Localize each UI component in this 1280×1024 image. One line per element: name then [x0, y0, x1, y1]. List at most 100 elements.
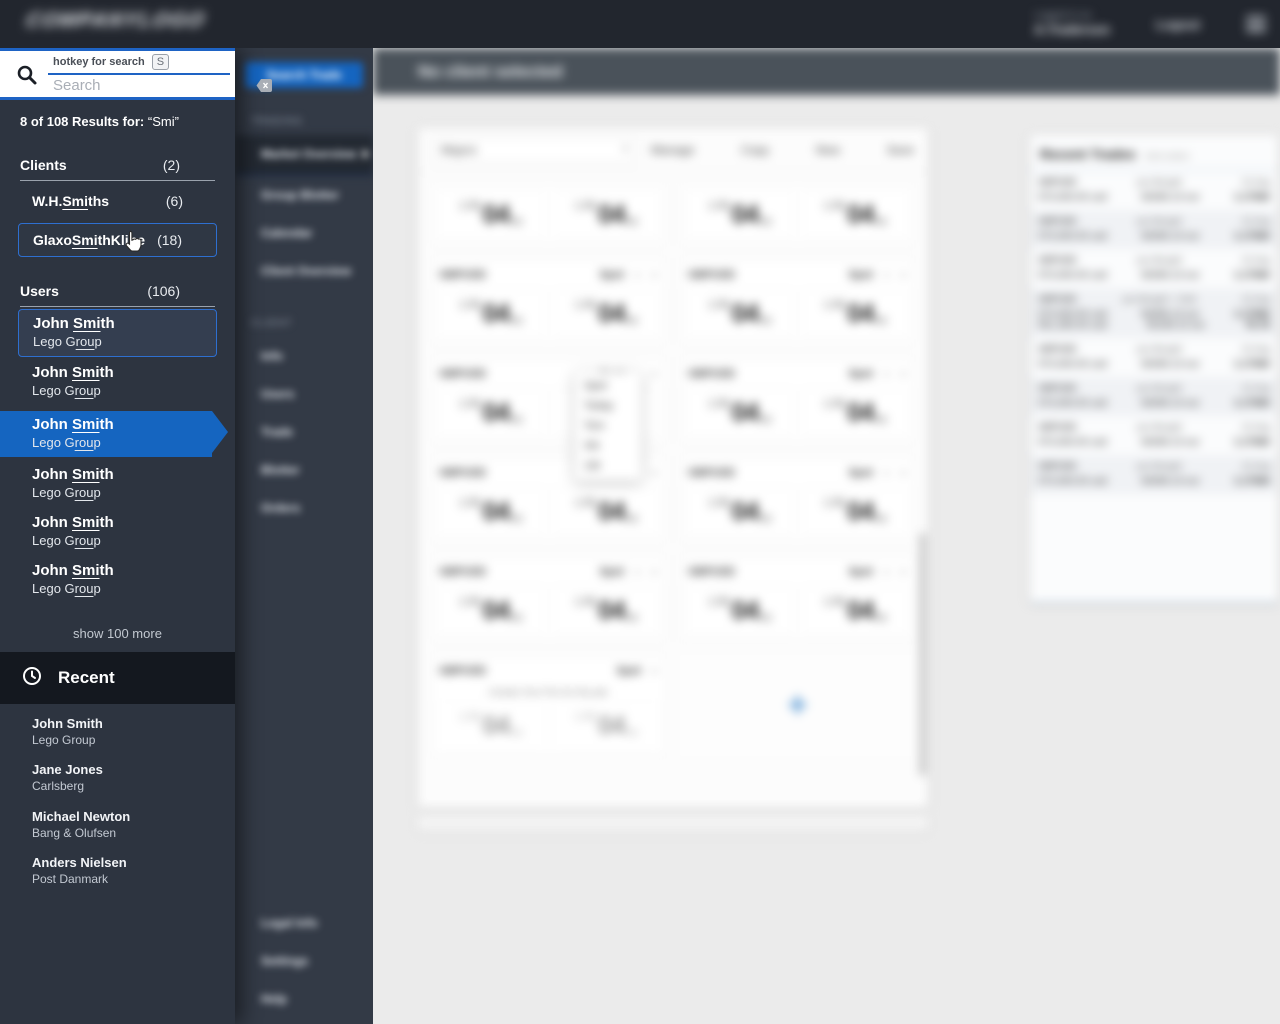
expand-icon[interactable]: + [882, 466, 890, 480]
sell-quote-button[interactable]: 1.56 04 56 [437, 289, 545, 337]
tenor-select[interactable]: Spot [616, 665, 641, 677]
close-icon[interactable]: × [899, 466, 907, 480]
sell-quote-button[interactable]: 1.56 04 56 [686, 487, 794, 535]
tenor-select[interactable]: Spot [848, 269, 873, 281]
sell-quote-button[interactable]: 1.56 04 56 [437, 388, 545, 436]
nav-item-legal-info[interactable]: Legal Info [261, 916, 318, 930]
manage-link[interactable]: Manage [651, 142, 695, 157]
nav-item-orders[interactable]: Orders [261, 501, 301, 515]
sell-quote-button[interactable]: 1.56 04 56 [437, 586, 545, 634]
nav-item-help[interactable]: Help [261, 992, 288, 1006]
user-result[interactable]: John Smith Lego Group [0, 359, 235, 405]
close-icon[interactable]: × [650, 367, 658, 381]
expand-icon[interactable]: + [633, 565, 641, 579]
price-suffix: 56 [511, 316, 523, 327]
user-result[interactable]: John Smith Lego Group [18, 308, 217, 357]
tenor-select[interactable]: Spot [848, 566, 873, 578]
close-icon[interactable]: × [650, 466, 658, 480]
nav-item-calendar[interactable]: Calendar [261, 226, 313, 240]
sell-quote-button[interactable]: 1.56 04 56 [686, 190, 794, 238]
tenor-select[interactable]: Spot [848, 467, 873, 479]
scrollbar-thumb[interactable] [920, 533, 925, 776]
recent-item[interactable]: Jane Jones Carlsberg [0, 750, 235, 796]
hamburger-menu-icon[interactable] [1246, 16, 1266, 32]
expand-icon[interactable]: + [882, 268, 890, 282]
user-result[interactable]: John Smith Lego Group [0, 509, 235, 555]
nav-item-trade[interactable]: Trade [261, 425, 294, 439]
sell-quote-button[interactable]: 1.56 04 56 [686, 586, 794, 634]
expand-icon[interactable]: + [633, 268, 641, 282]
save-button[interactable]: Save [886, 142, 915, 157]
copy-button[interactable]: Copy [741, 142, 770, 157]
new-button[interactable]: New [815, 142, 840, 157]
trade-pair: GBPUSD [1038, 461, 1077, 471]
watchlist-select[interactable]: Majors ▾ [432, 136, 637, 163]
nav-item-settings[interactable]: Settings [261, 954, 309, 968]
add-tile-button[interactable]: + [679, 655, 916, 756]
user-company-pre: Lego G [32, 532, 75, 548]
close-icon[interactable]: × [650, 268, 658, 282]
show-more-link[interactable]: show 100 more [73, 626, 162, 641]
nav-item-market-overview[interactable]: Market Overview [235, 135, 373, 176]
close-icon[interactable]: × [650, 565, 658, 579]
sell-quote-button[interactable]: 1.56 04 56 [686, 289, 794, 337]
nav-item-users[interactable]: Users [261, 387, 295, 401]
expand-icon[interactable]: + [882, 367, 890, 381]
nav-item-group-blotter[interactable]: Group Blotter [261, 188, 339, 202]
user-result-selected[interactable]: John Smith Lego Group [0, 410, 228, 457]
user-result[interactable]: John Smith Lego Group [0, 461, 235, 507]
trade-row: GBPUSD you Bought 21 Aug 570,000.00 usd 560… [1030, 338, 1278, 377]
tenor-option[interactable]: Today [584, 400, 614, 412]
recent-item[interactable]: Anders Nielsen Post Danmark [0, 843, 235, 889]
nav-section-label-trading: TRADING [251, 116, 303, 127]
close-icon[interactable]: × [650, 664, 658, 678]
recent-item[interactable]: John Smith Lego Group [0, 704, 235, 750]
tenor-option[interactable]: Spot [584, 380, 607, 392]
clear-search-icon[interactable] [256, 77, 273, 94]
tenor-option[interactable]: Tom [584, 420, 605, 432]
sell-quote-button[interactable]: 1.56 04 56 [437, 190, 545, 238]
nav-item-client-overview[interactable]: Client Overview [261, 264, 352, 278]
logged-in-user: Logged in as A.Traderson [1034, 10, 1110, 39]
currency-pair-label: GBPUSD [688, 467, 736, 479]
tenor-option[interactable]: SN [584, 440, 600, 452]
logout-button[interactable]: Logout [1155, 16, 1200, 32]
price-prefix: 1.56 [459, 398, 481, 410]
tenor-option[interactable]: 1W [584, 460, 601, 472]
price-big: 04 [482, 396, 510, 427]
nav-item-info[interactable]: Info [261, 349, 283, 363]
close-icon[interactable]: × [899, 367, 907, 381]
tenor-select[interactable]: Spot [599, 566, 624, 578]
expand-icon[interactable]: + [882, 565, 890, 579]
close-icon[interactable]: × [899, 268, 907, 282]
recent-item[interactable]: Michael Newton Bang & Olufsen [0, 797, 235, 843]
tenor-select[interactable]: Spot [848, 368, 873, 380]
sell-quote-button[interactable]: 1.56 04 56 [686, 388, 794, 436]
trade-amount: 570,000.00 usd [1038, 192, 1107, 203]
trade-amount: 56089.10 eur [1140, 309, 1200, 320]
recent-trades-panel: Recent Trades limit orders GBPUSD you Bou… [1030, 135, 1278, 603]
close-icon[interactable]: × [899, 565, 907, 579]
sell-quote-button[interactable]: 1.56 04 56 [437, 487, 545, 535]
price-prefix: 1.56 [823, 398, 845, 410]
watchlist-footer [418, 815, 928, 831]
client-result-glaxosmithkline[interactable]: GlaxoSmithKline (18) [18, 222, 217, 257]
nav-item-blotter[interactable]: Blotter [261, 463, 300, 477]
user-result[interactable]: John Smith Lego Group [0, 557, 235, 603]
tenor-select[interactable]: Spot [599, 269, 624, 281]
search-input[interactable] [53, 77, 252, 94]
user-company-match: rou [74, 382, 94, 398]
user-company-post: p [93, 382, 101, 398]
client-result-whsmiths[interactable]: W.H.Smiths (6) [0, 185, 235, 217]
